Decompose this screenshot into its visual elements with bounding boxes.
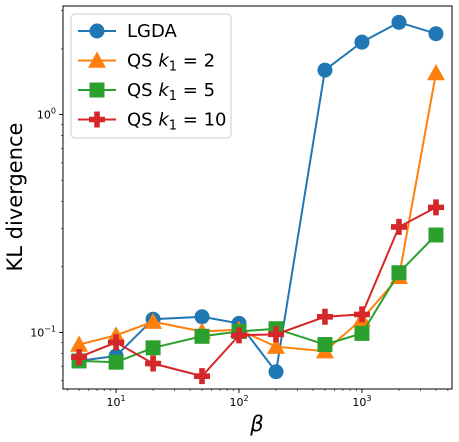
legend-label: QS k1 = 5	[127, 80, 215, 104]
data-point	[194, 309, 210, 325]
x-tick-label: 102	[229, 394, 248, 409]
legend: LGDA QS k1 = 2 QS k1 = 5 QS k1 = 10	[70, 13, 232, 139]
data-point	[194, 368, 211, 385]
series-3	[71, 199, 444, 385]
legend-item: QS k1 = 5	[78, 80, 215, 104]
data-point	[317, 62, 333, 78]
data-point	[353, 306, 370, 323]
data-point	[354, 325, 370, 341]
data-point	[316, 308, 333, 325]
data-point	[390, 218, 407, 235]
data-point	[267, 337, 286, 354]
legend-label: QS k1 = 10	[127, 110, 226, 134]
data-point	[354, 34, 370, 50]
data-point	[268, 364, 284, 380]
data-point	[427, 199, 444, 216]
data-point	[426, 64, 445, 81]
data-point	[317, 337, 333, 353]
series-line	[79, 234, 437, 364]
data-point	[108, 354, 124, 370]
data-point	[145, 340, 161, 356]
legend-marker	[88, 51, 106, 68]
data-point	[144, 312, 163, 329]
x-axis-label: β	[249, 412, 263, 436]
data-point	[428, 227, 444, 243]
data-point	[268, 326, 285, 343]
legend-item: QS k1 = 10	[78, 110, 226, 134]
data-point	[194, 328, 210, 344]
legend-label: LGDA	[127, 21, 178, 42]
data-point	[70, 335, 89, 352]
legend-label: QS k1 = 2	[127, 51, 215, 75]
data-point	[391, 14, 407, 30]
data-point	[391, 265, 407, 281]
plot-frame	[62, 5, 453, 390]
legend-item: LGDA	[78, 21, 178, 42]
series-line	[78, 206, 437, 378]
series-line	[78, 72, 437, 353]
x-tick-label: 101	[107, 394, 126, 409]
data-point	[428, 26, 444, 42]
data-point	[145, 355, 162, 372]
legend-marker	[89, 23, 105, 39]
data-point	[231, 327, 248, 344]
y-tick-label: 100	[37, 107, 56, 122]
legend-marker	[89, 82, 105, 98]
legend-item: QS k1 = 2	[78, 51, 215, 75]
data-point	[71, 349, 88, 366]
x-tick-label: 103	[352, 394, 371, 409]
data-point	[108, 334, 125, 351]
legend-marker	[89, 111, 105, 128]
y-tick-label: 10−1	[30, 324, 56, 339]
series-line	[78, 21, 437, 375]
y-axis-label: KL divergence	[3, 123, 27, 272]
legend-box	[70, 13, 232, 139]
